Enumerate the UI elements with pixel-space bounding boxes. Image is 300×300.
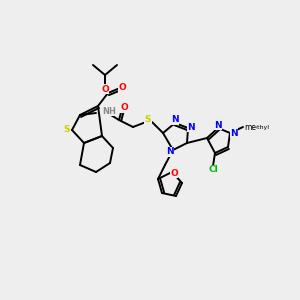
Text: Cl: Cl [208, 166, 218, 175]
Text: O: O [120, 103, 128, 112]
Text: O: O [170, 169, 178, 178]
Text: NH: NH [102, 106, 116, 116]
Text: N: N [214, 121, 222, 130]
Text: N: N [187, 122, 195, 131]
Text: N: N [230, 128, 238, 137]
Text: methyl: methyl [247, 124, 269, 130]
Text: me: me [244, 122, 256, 131]
Text: S: S [64, 125, 70, 134]
Text: N: N [171, 116, 179, 124]
Text: S: S [145, 116, 151, 124]
Text: N: N [166, 148, 174, 157]
Text: O: O [118, 83, 126, 92]
Text: O: O [101, 85, 109, 94]
